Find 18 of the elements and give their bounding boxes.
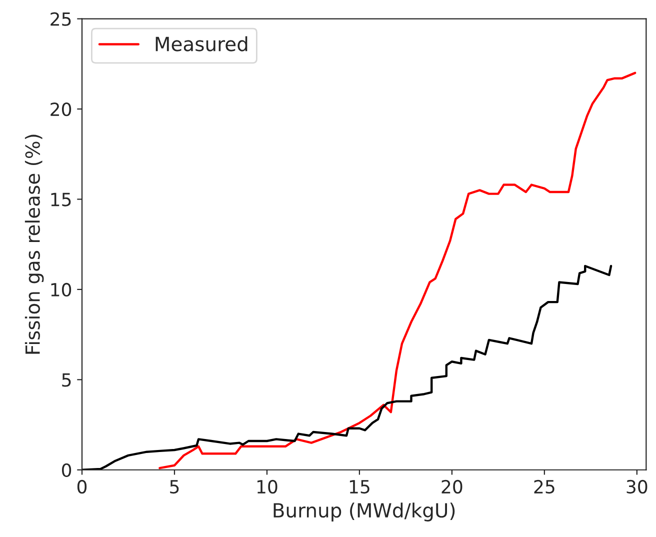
y-tick-label: 5 bbox=[62, 373, 71, 387]
x-axis-title: Burnup (MWd/kgU) bbox=[274, 502, 455, 522]
x-tick-label: 15 bbox=[350, 480, 370, 494]
x-tick-label: 25 bbox=[534, 480, 554, 494]
line-series bbox=[82, 264, 612, 470]
x-tick-label: 0 bbox=[77, 480, 87, 494]
y-tick-label: 0 bbox=[62, 463, 72, 477]
legend-label: Measured bbox=[156, 36, 248, 52]
y-tick-label: 20 bbox=[50, 102, 72, 116]
y-tick-label: 25 bbox=[50, 12, 71, 26]
x-tick-label: 5 bbox=[170, 480, 179, 494]
x-tick-label: 30 bbox=[626, 480, 648, 494]
y-axis-title: Fission gas release (%) bbox=[24, 134, 44, 354]
x-tick-label: 10 bbox=[257, 480, 278, 494]
x-tick-label: 20 bbox=[442, 480, 462, 494]
line-series bbox=[158, 72, 636, 470]
y-tick-label: 10 bbox=[51, 282, 72, 297]
y-tick-label: 15 bbox=[51, 192, 71, 206]
